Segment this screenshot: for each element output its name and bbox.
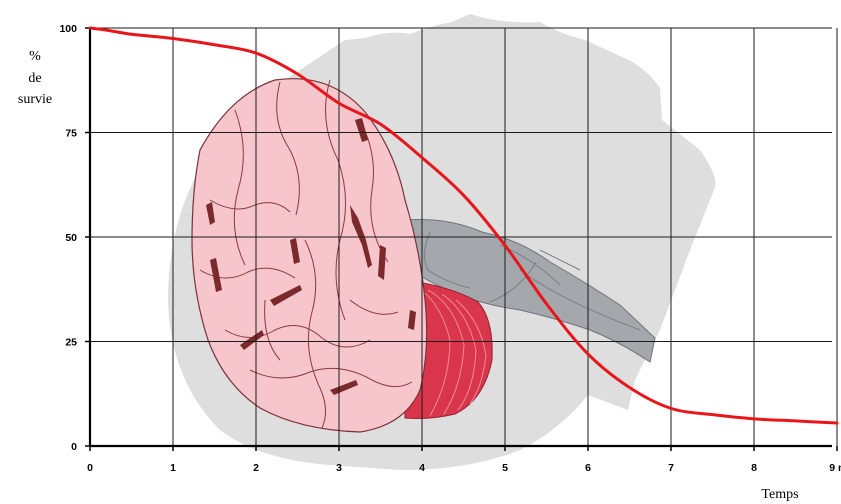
y-tick-label: 100 xyxy=(59,23,77,35)
cerebrum-sulci xyxy=(199,79,413,429)
x-tick-labels: 0 1 2 3 4 5 6 7 8 9 min xyxy=(87,446,841,474)
y-tick-labels: 0 25 50 75 100 xyxy=(59,23,90,453)
x-tick-label: 2 xyxy=(253,462,259,474)
survival-curve xyxy=(88,26,839,425)
y-axis-label-line-2: de xyxy=(28,71,41,86)
x-tick-label: 8 xyxy=(751,462,757,474)
x-tick-label: 4 xyxy=(419,462,425,474)
x-tick-label: 0 xyxy=(87,462,93,474)
grid-lines xyxy=(90,27,838,446)
y-tick-label: 50 xyxy=(65,232,77,244)
y-tick-label: 75 xyxy=(65,128,77,140)
brainstem-detail xyxy=(424,231,641,331)
y-axis-label-line-3: survie xyxy=(18,92,52,107)
x-tick-label: 3 xyxy=(336,462,342,474)
series-group xyxy=(88,26,839,425)
x-tick-label: 9 min xyxy=(829,462,841,474)
x-tick-label: 7 xyxy=(668,462,674,474)
y-tick-label: 25 xyxy=(65,337,77,349)
cerebellum-folia xyxy=(414,285,487,417)
y-tick-label: 0 xyxy=(71,441,77,453)
x-tick-label: 1 xyxy=(170,462,176,474)
cerebrum-dark-fissures xyxy=(206,118,416,395)
x-axis-label: Temps xyxy=(761,487,798,502)
brain-illustration xyxy=(168,14,716,470)
x-tick-label: 6 xyxy=(585,462,591,474)
x-tick-label: 5 xyxy=(502,462,508,474)
y-axis-label-line-1: % xyxy=(29,49,41,64)
